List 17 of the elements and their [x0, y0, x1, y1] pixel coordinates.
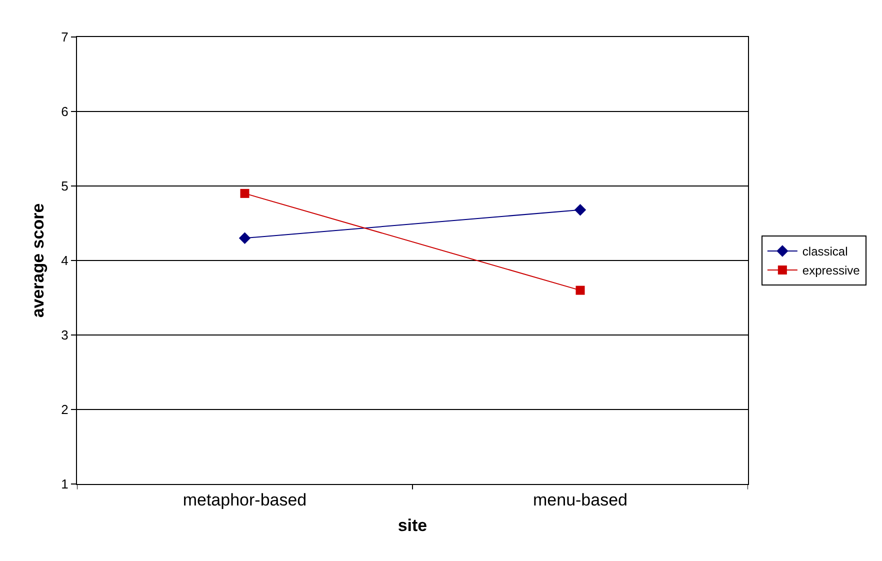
x-axis-title: site: [398, 516, 428, 535]
y-tick-label: 3: [61, 328, 68, 343]
y-tick-label: 7: [61, 30, 68, 45]
x-tick-label: metaphor-based: [182, 490, 307, 510]
y-tick-label: 5: [61, 178, 68, 194]
x-tick-label: menu-based: [532, 490, 628, 510]
y-tick-label: 1: [61, 476, 68, 492]
point: [576, 286, 585, 295]
y-tick-label: 2: [61, 402, 68, 418]
point: [238, 232, 251, 244]
legend-label: classical: [802, 244, 848, 259]
y-tick-label: 4: [61, 253, 68, 268]
point: [240, 188, 250, 198]
point: [574, 204, 586, 216]
legend-label: expressive: [802, 264, 860, 278]
y-axis-title: average score: [28, 203, 48, 318]
y-tick-label: 6: [61, 104, 68, 120]
